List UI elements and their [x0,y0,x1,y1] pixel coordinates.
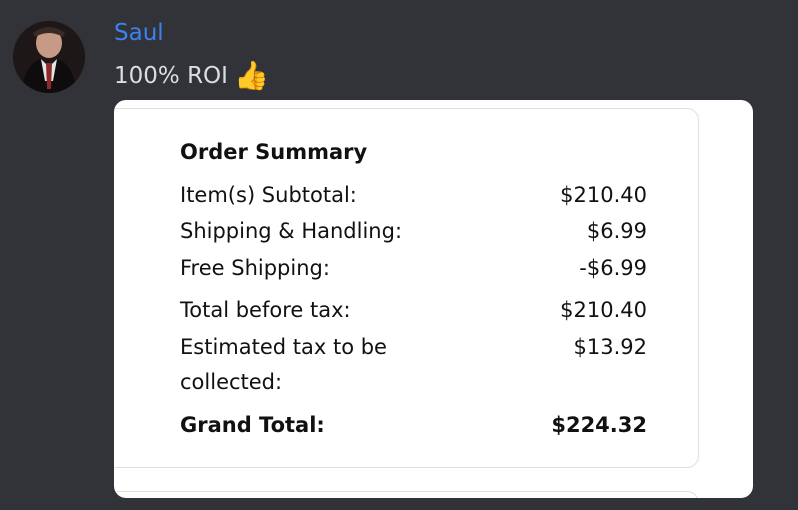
grand-total-row: Grand Total: $224.32 [180,413,647,437]
order-summary-title: Order Summary [180,140,647,164]
summary-row: collected: [180,370,647,394]
row-label: Free Shipping: [180,256,330,280]
avatar-image [13,21,85,93]
image-attachment[interactable]: Order Summary Item(s) Subtotal: $210.40 S… [114,100,753,498]
row-label: Item(s) Subtotal: [180,183,357,207]
row-label: Grand Total: [180,413,325,437]
row-label: Estimated tax to be [180,335,387,359]
row-label: Total before tax: [180,298,351,322]
row-value: $210.40 [560,298,647,322]
row-label: collected: [180,370,283,394]
avatar[interactable] [13,21,85,93]
summary-row: Estimated tax to be $13.92 [180,335,647,359]
row-value: -$6.99 [579,256,647,280]
message-text: 100% ROI [114,63,228,89]
summary-row: Shipping & Handling: $6.99 [180,219,647,243]
summary-row: Item(s) Subtotal: $210.40 [180,183,647,207]
message-text-row: 100% ROI 👍 [114,62,269,90]
row-label: Shipping & Handling: [180,219,403,243]
next-card-edge [114,491,699,498]
row-value: $210.40 [560,183,647,207]
row-value: $6.99 [586,219,647,243]
username[interactable]: Saul [114,20,164,46]
title-text: Order Summary [180,140,368,164]
thumbs-up-icon: 👍 [233,59,269,92]
row-value: $224.32 [551,413,647,437]
order-summary-card: Order Summary Item(s) Subtotal: $210.40 S… [114,108,699,468]
summary-row: Total before tax: $210.40 [180,298,647,322]
summary-row: Free Shipping: -$6.99 [180,256,647,280]
row-value: $13.92 [573,335,647,359]
